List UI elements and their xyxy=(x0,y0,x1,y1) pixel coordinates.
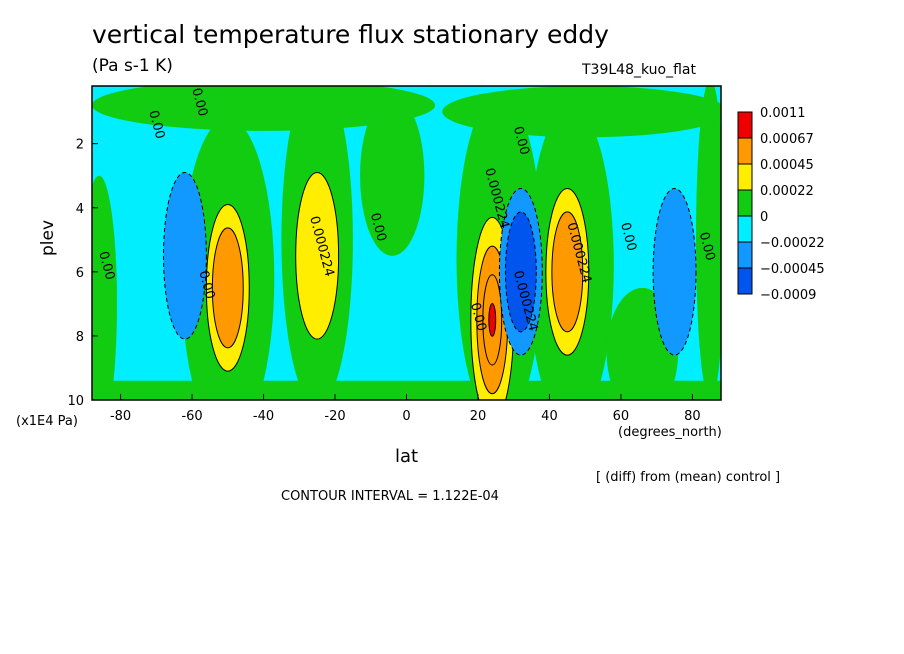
x-tick-label: -20 xyxy=(324,409,345,424)
run-label: T39L48_kuo_flat xyxy=(582,62,696,78)
legend-label: 0.00045 xyxy=(760,158,814,173)
y-tick-label: 2 xyxy=(76,138,84,153)
contour-label: 0.00 xyxy=(145,109,167,141)
green-region xyxy=(442,86,721,138)
legend-swatch xyxy=(737,111,753,139)
legend-label: 0.00067 xyxy=(760,132,814,147)
positive-contour xyxy=(488,302,497,337)
contour-label: 0.00 xyxy=(367,211,389,243)
y-axis-unit: (x1E4 Pa) xyxy=(16,414,78,429)
legend-label: 0.00022 xyxy=(760,184,814,199)
chart-units: (Pa s-1 K) xyxy=(92,56,173,76)
legend-swatch xyxy=(737,137,753,165)
plot-area xyxy=(92,86,721,400)
positive-contour xyxy=(551,211,584,333)
green-region xyxy=(92,175,118,400)
contour-label: 0.00 xyxy=(95,250,117,282)
negative-contour xyxy=(504,211,537,333)
legend-label: 0 xyxy=(760,210,768,225)
contour-label: 0.00 xyxy=(510,125,532,157)
legend-swatch xyxy=(737,189,753,217)
positive-contour xyxy=(295,172,340,340)
green-region xyxy=(360,95,425,256)
diff-note: [ (diff) from (mean) control ] xyxy=(596,470,781,485)
legend-swatch xyxy=(737,241,753,269)
contour-interval: CONTOUR INTERVAL = 1.122E-04 xyxy=(281,489,499,504)
contour-label: 0.00 xyxy=(696,231,718,263)
y-tick-label: 8 xyxy=(76,330,84,345)
green-region xyxy=(92,380,721,400)
y-tick-label: 4 xyxy=(76,202,84,217)
y-tick-label: 10 xyxy=(67,394,84,409)
green-region xyxy=(695,86,721,400)
x-tick-label: 0 xyxy=(402,409,410,424)
negative-contour xyxy=(162,172,207,340)
legend-swatch xyxy=(737,215,753,243)
x-axis-label: lat xyxy=(395,446,419,467)
x-tick-label: 80 xyxy=(684,409,701,424)
x-tick-label: -40 xyxy=(253,409,274,424)
x-tick-label: 40 xyxy=(541,409,558,424)
x-tick-label: 20 xyxy=(470,409,487,424)
legend-label: 0.0011 xyxy=(760,106,806,121)
x-axis-unit: (degrees_north) xyxy=(618,425,722,440)
x-tick-label: 60 xyxy=(613,409,630,424)
contour-label: 0.00 xyxy=(617,221,639,253)
legend-label: −0.00045 xyxy=(760,262,825,277)
legend-swatch xyxy=(737,267,753,295)
contour-label: 0.00 xyxy=(195,269,217,301)
positive-contour xyxy=(211,227,244,349)
chart-title: vertical temperature flux stationary edd… xyxy=(92,20,609,49)
y-tick-label: 6 xyxy=(76,266,84,281)
contour-label: 0.00 xyxy=(467,301,489,333)
legend-label: −0.00022 xyxy=(760,236,825,251)
x-tick-label: -60 xyxy=(181,409,202,424)
legend-label: −0.0009 xyxy=(760,288,816,303)
x-tick-label: -80 xyxy=(110,409,131,424)
green-region xyxy=(92,86,436,131)
legend-swatch xyxy=(737,163,753,191)
contour-label: 0.00 xyxy=(188,86,210,118)
negative-contour xyxy=(652,188,697,356)
